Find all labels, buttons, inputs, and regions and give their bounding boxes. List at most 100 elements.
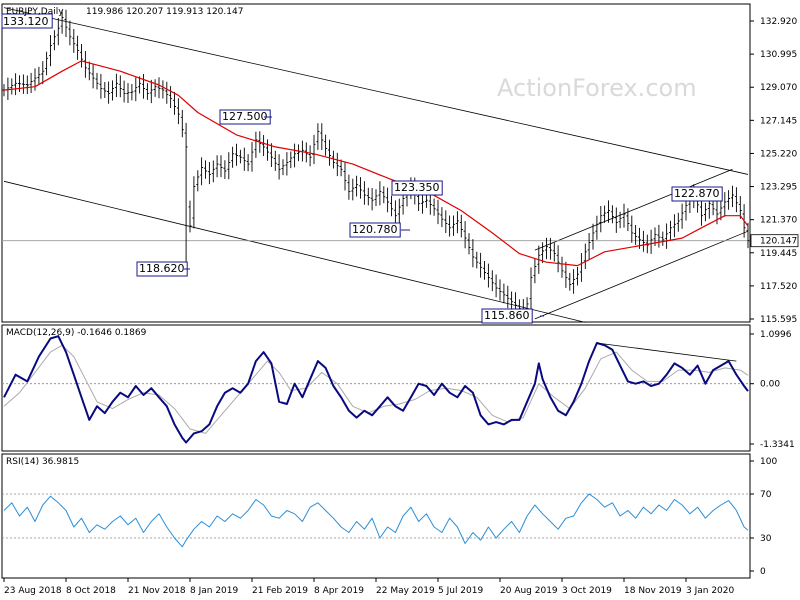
rsi-tick-label: 70: [760, 490, 772, 500]
price-bar: [665, 223, 669, 249]
price-bar: [18, 75, 21, 92]
macd-layer: [2, 335, 750, 444]
price-bar: [126, 83, 130, 103]
macd-tick-label: 0.00: [760, 380, 780, 390]
price-bar: [231, 146, 235, 168]
price-bar: [157, 77, 161, 99]
price-bar: [25, 75, 29, 94]
price-bar: [746, 222, 750, 249]
date-tick-label: 3 Jan 2020: [686, 586, 734, 596]
price-bar: [281, 159, 285, 176]
price-bar: [188, 200, 192, 233]
rsi-line: [3, 493, 749, 548]
trend-line-3: [534, 230, 749, 320]
price-bar: [211, 160, 215, 183]
annotation-box: [671, 186, 723, 202]
price-bar: [103, 82, 107, 98]
price-bar: [87, 61, 91, 81]
price-bar: [52, 30, 56, 51]
price-bar: [483, 261, 486, 280]
price-bar: [587, 233, 591, 260]
price-bar: [386, 187, 390, 213]
price-tick-label: 125.220: [760, 149, 797, 159]
macd-trend-line: [596, 342, 737, 362]
annotation-label: 118.620: [139, 262, 185, 275]
price-bar: [293, 143, 297, 168]
price-bar: [242, 147, 246, 171]
trend-line-2: [534, 168, 733, 251]
price-bar: [610, 205, 614, 224]
price-bar: [727, 190, 731, 210]
date-tick-label: 8 Apr 2019: [314, 586, 364, 596]
price-bar: [83, 51, 87, 78]
price-bar: [347, 174, 351, 200]
price-bar: [545, 237, 548, 260]
date-tick-label: 8 Jan 2019: [190, 586, 238, 596]
price-bar: [355, 175, 359, 197]
price-bar: [29, 72, 33, 93]
price-bar: [95, 72, 99, 90]
price-bar: [436, 199, 440, 225]
price-bar: [176, 98, 180, 125]
price-bar: [165, 81, 169, 104]
price-bar: [122, 80, 126, 103]
price-bar: [277, 154, 281, 180]
price-bar: [41, 61, 45, 85]
price-bar: [370, 188, 374, 211]
price-bar: [510, 291, 514, 310]
watermark: ActionForex.com: [497, 74, 697, 102]
price-bar: [424, 194, 428, 208]
price-bar: [529, 267, 533, 309]
price-bar: [45, 51, 49, 76]
price-bar: [68, 20, 72, 46]
price-bar: [452, 215, 455, 236]
price-bar: [731, 185, 734, 208]
price-bar: [111, 80, 114, 101]
date-tick-label: 8 Oct 2018: [66, 586, 116, 596]
price-bar: [80, 44, 83, 68]
macd-label: MACD(12,26,9) -0.1646 0.1869: [6, 328, 147, 338]
price-bar: [196, 170, 200, 192]
price-bar: [672, 214, 676, 238]
trend-line-0: [3, 7, 749, 175]
price-bar: [145, 83, 149, 100]
price-bar: [661, 231, 665, 246]
price-bar: [630, 215, 634, 243]
price-bar: [564, 261, 568, 288]
price-bar: [614, 207, 618, 233]
price-bar: [269, 143, 273, 167]
price-bar: [107, 81, 111, 104]
price-bar: [118, 75, 122, 98]
price-bar: [506, 285, 510, 309]
trend-line-1: [3, 180, 586, 323]
price-bar: [219, 155, 223, 178]
price-tick-label: 130.995: [760, 50, 797, 60]
price-bar: [246, 154, 250, 172]
price-tick-label: 117.520: [760, 282, 797, 292]
price-bar: [463, 221, 467, 249]
price-bar: [343, 161, 347, 191]
price-bar: [657, 224, 661, 248]
price-bar: [680, 203, 684, 229]
price-bar: [320, 123, 324, 150]
price-bar: [316, 123, 320, 150]
price-tick-label: 115.595: [760, 315, 797, 325]
annotation-label: 127.500: [222, 110, 268, 123]
price-bar: [471, 239, 475, 268]
price-bar: [502, 283, 506, 304]
price-bar: [335, 152, 339, 177]
price-bar: [459, 214, 463, 238]
price-bar: [498, 279, 502, 301]
date-tick-label: 22 May 2019: [376, 586, 435, 596]
price-bar: [91, 63, 95, 89]
price-bar: [595, 215, 599, 240]
price-bar: [634, 225, 638, 245]
price-bar: [114, 73, 118, 97]
price-tick-label: 127.145: [760, 116, 797, 126]
price-bar: [204, 160, 207, 179]
price-bar: [393, 200, 397, 226]
rsi-tick-label: 100: [760, 457, 777, 467]
price-bar: [723, 192, 727, 217]
price-bar: [603, 205, 607, 223]
